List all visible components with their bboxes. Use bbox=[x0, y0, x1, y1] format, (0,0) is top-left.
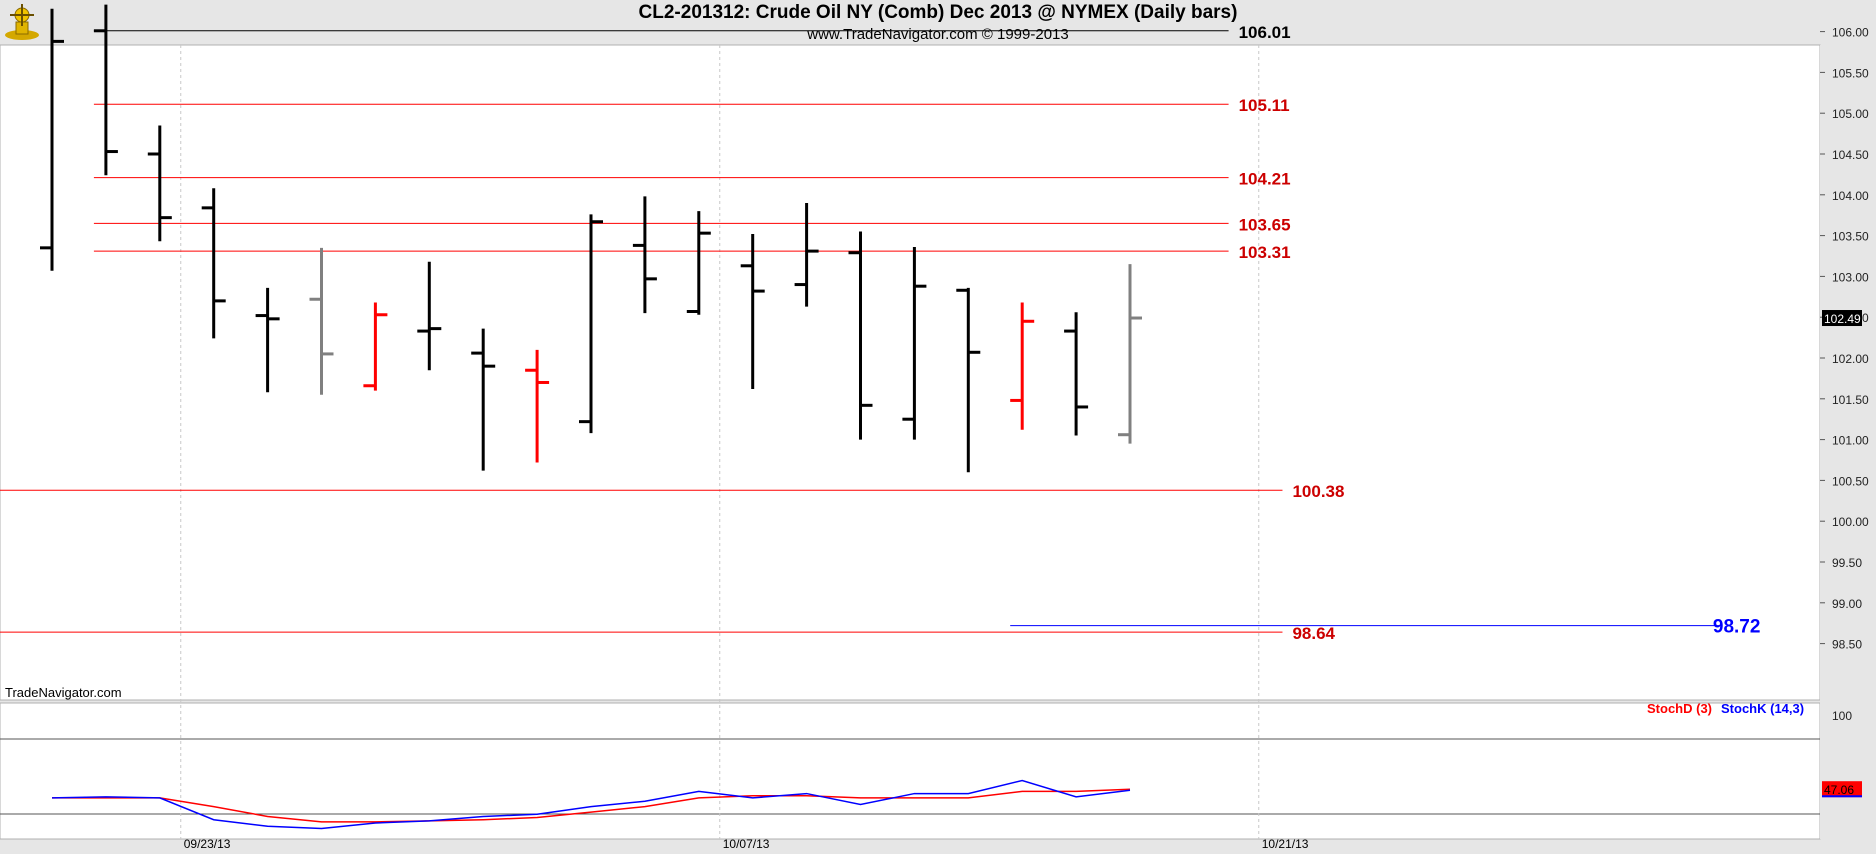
ohlc-bar bbox=[525, 349, 550, 463]
ohlc-bar bbox=[201, 188, 226, 339]
ohlc-bar bbox=[1118, 264, 1142, 444]
y-tick-label: 99.50 bbox=[1832, 556, 1862, 570]
ohlc-bar bbox=[686, 211, 711, 315]
chart-title: CL2-201312: Crude Oil NY (Comb) Dec 2013… bbox=[638, 2, 1238, 23]
ohlc-bar bbox=[956, 287, 981, 473]
ohlc-bar bbox=[632, 196, 657, 314]
last-price-box bbox=[1822, 310, 1862, 327]
ohlc-bar bbox=[740, 233, 765, 390]
chart-subtitle: www.TradeNavigator.com © 1999-2013 bbox=[807, 26, 1069, 43]
level-label: 105.11 bbox=[1239, 96, 1290, 115]
trade-navigator-logo-icon bbox=[5, 4, 39, 40]
y-tick-label: 101.00 bbox=[1832, 434, 1869, 448]
stoch-y-tick-label: 100 bbox=[1832, 709, 1852, 723]
level-label: 100.38 bbox=[1292, 482, 1344, 501]
y-axis-strip bbox=[1820, 45, 1876, 839]
y-tick-label: 101.50 bbox=[1832, 393, 1869, 407]
y-tick-label: 98.50 bbox=[1832, 638, 1862, 652]
ohlc-bar bbox=[902, 247, 927, 440]
y-tick-label: 105.00 bbox=[1832, 107, 1869, 121]
ohlc-bar bbox=[848, 231, 873, 440]
price-panel bbox=[0, 44, 1821, 701]
level-label: 98.64 bbox=[1292, 624, 1335, 643]
y-tick-label: 102.00 bbox=[1832, 352, 1869, 366]
stoch-last-box bbox=[1822, 781, 1862, 798]
ohlc-bar bbox=[40, 8, 64, 271]
x-tick-label: 10/07/13 bbox=[723, 837, 770, 851]
y-tick-label: 104.50 bbox=[1832, 148, 1869, 162]
y-tick-label: 106.00 bbox=[1832, 26, 1869, 40]
ohlc-bar bbox=[147, 125, 172, 242]
ohlc-bar bbox=[1010, 302, 1035, 430]
x-tick-label: 10/21/13 bbox=[1262, 837, 1309, 851]
stoch-legend-label: StochK (14,3) bbox=[1721, 701, 1804, 716]
y-tick-label: 104.00 bbox=[1832, 189, 1869, 203]
ohlc-bar bbox=[93, 4, 118, 176]
y-tick-label: 105.50 bbox=[1832, 66, 1869, 80]
x-tick-label: 09/23/13 bbox=[184, 837, 231, 851]
stoch-series-line bbox=[51, 779, 1131, 830]
level-label: 103.65 bbox=[1239, 215, 1291, 234]
stoch-series-line bbox=[52, 788, 1131, 823]
stoch-legend-label: StochD (3) bbox=[1647, 701, 1712, 716]
y-tick-label: 100.50 bbox=[1832, 474, 1869, 488]
ohlc-bar bbox=[255, 287, 280, 393]
level-label: 104.21 bbox=[1239, 170, 1291, 189]
y-tick-label: 99.00 bbox=[1832, 597, 1862, 611]
level-label: 103.31 bbox=[1239, 243, 1291, 262]
stoch-last-value-label: 47.06 bbox=[1824, 783, 1854, 797]
ohlc-bar bbox=[363, 302, 388, 391]
ohlc-bar bbox=[579, 214, 603, 434]
level-label: 106.01 bbox=[1239, 23, 1291, 42]
ohlc-bar bbox=[417, 261, 442, 371]
last-price-label: 102.49 bbox=[1824, 312, 1861, 326]
stochastic-panel bbox=[0, 702, 1821, 840]
ohlc-bar bbox=[794, 202, 819, 307]
ohlc-bar bbox=[1064, 312, 1089, 436]
y-tick-label: 103.50 bbox=[1832, 230, 1869, 244]
watermark: TradeNavigator.com bbox=[5, 685, 122, 700]
level-label: 98.72 bbox=[1713, 617, 1761, 638]
y-tick-label: 100.00 bbox=[1832, 515, 1869, 529]
ohlc-bar bbox=[471, 328, 496, 471]
ohlc-bar bbox=[309, 247, 334, 395]
y-tick-label: 103.00 bbox=[1832, 270, 1869, 284]
